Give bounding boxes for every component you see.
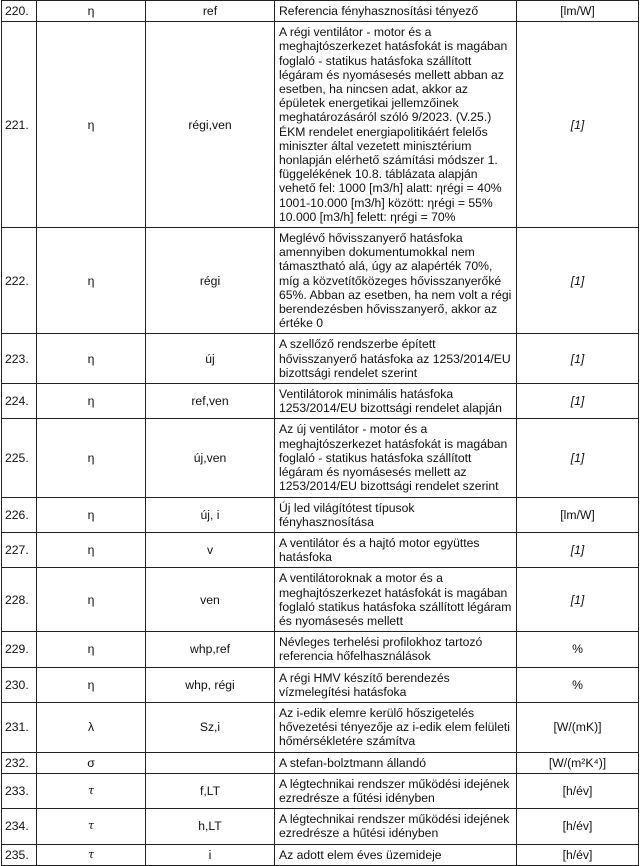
subscript: ven	[145, 567, 275, 633]
symbol: τ	[36, 843, 146, 866]
row-number: 235.	[1, 843, 37, 866]
description: A stefan-bolztmann állandó	[274, 751, 517, 774]
row-number: 225.	[1, 418, 37, 498]
row-number: 229.	[1, 631, 37, 668]
description: Ventilátorok minimális hatásfoka 1253/20…	[274, 383, 517, 420]
symbol: η	[36, 333, 146, 385]
subscript: i	[145, 843, 275, 866]
symbol: σ	[36, 751, 146, 774]
row-number: 223.	[1, 333, 37, 385]
unit: [1]	[516, 383, 639, 420]
subscript: h,LT	[145, 808, 275, 845]
subscript: Sz,i	[145, 701, 275, 753]
unit: %	[516, 666, 639, 703]
subscript: v	[145, 531, 275, 569]
table-row: 223. η új A szellőző rendszerbe épített hőv…	[1, 333, 639, 385]
symbol: τ	[36, 808, 146, 845]
unit: [lm/W]	[516, 0, 639, 23]
description: Az új ventilátor - motor és a meghajtósz…	[274, 418, 517, 498]
unit: [1]	[516, 531, 639, 569]
description: Az adott elem éves üzemideje	[274, 843, 517, 866]
description: A szellőző rendszerbe épített hővisszany…	[274, 333, 517, 385]
subscript: régi,ven	[145, 21, 275, 229]
table-row: 225. η új,ven Az új ventilátor - motor és a…	[1, 418, 639, 498]
unit: [1]	[516, 333, 639, 385]
table-row: 224. η ref,ven Ventilátorok minimális hatás…	[1, 383, 639, 420]
table-row: 230. η whp, régi A régi HMV készítő berende…	[1, 666, 639, 703]
description: A ventilátor és a hajtó motor együttes h…	[274, 531, 517, 569]
unit: [h/év]	[516, 772, 639, 810]
subscript: új	[145, 333, 275, 385]
symbol: η	[36, 0, 146, 23]
description: A légtechnikai rendszer működési idejéne…	[274, 772, 517, 810]
table-row: 228. η ven A ventilátoroknak a motor és a m…	[1, 567, 639, 633]
symbol: λ	[36, 701, 146, 753]
row-number: 227.	[1, 531, 37, 569]
table-row: 234. τ h,LT A légtechnikai rendszer működés…	[1, 808, 639, 845]
unit: %	[516, 631, 639, 668]
unit: [W/(mK)]	[516, 701, 639, 753]
unit: [h/év]	[516, 843, 639, 866]
unit: [W/(m²K⁴)]	[516, 751, 639, 774]
description: Meglévő hővisszanyerő hatásfoka amennyib…	[274, 227, 517, 335]
description: Referencia fényhasznosítási tényező	[274, 0, 517, 23]
symbol: η	[36, 531, 146, 569]
unit: [1]	[516, 227, 639, 335]
subscript: új, i	[145, 496, 275, 533]
description: A légtechnikai rendszer működési idejéne…	[274, 808, 517, 845]
table-row: 233. τ f,LT A légtechnikai rendszer működés…	[1, 772, 639, 810]
subscript: régi	[145, 227, 275, 335]
table-row: 231. λ Sz,i Az i-edik elemre kerülő hőszige…	[1, 701, 639, 753]
symbol: η	[36, 418, 146, 498]
table-row: 222. η régi Meglévő hővisszanyerő hatásfoka…	[1, 227, 639, 335]
row-number: 222.	[1, 227, 37, 335]
symbol: τ	[36, 772, 146, 810]
subscript: f,LT	[145, 772, 275, 810]
description: Új led világítótest típusok fényhasznosí…	[274, 496, 517, 533]
table-row: 226. η új, i Új led világítótest típusok fé…	[1, 496, 639, 533]
unit: [1]	[516, 21, 639, 229]
unit: [1]	[516, 418, 639, 498]
symbol: η	[36, 567, 146, 633]
symbol: η	[36, 496, 146, 533]
row-number: 230.	[1, 666, 37, 703]
table-row: 220. η ref Referencia fényhasznosítási tény…	[1, 0, 639, 23]
description: A ventilátoroknak a motor és a meghajtós…	[274, 567, 517, 633]
row-number: 226.	[1, 496, 37, 533]
symbol: η	[36, 666, 146, 703]
table-row: 235. τ i Az adott elem éves üzemideje [h/év]	[1, 843, 639, 866]
table-row: 227. η v A ventilátor és a hajtó motor együ…	[1, 531, 639, 569]
description: A régi HMV készítő berendezés vízmelegít…	[274, 666, 517, 703]
symbol: η	[36, 631, 146, 668]
unit: [lm/W]	[516, 496, 639, 533]
description: Az i-edik elemre kerülő hőszigetelés hőv…	[274, 701, 517, 753]
subscript: whp, régi	[145, 666, 275, 703]
subscript: új,ven	[145, 418, 275, 498]
table-row: 232. σ A stefan-bolztmann állandó [W/(m²K⁴)…	[1, 751, 639, 774]
description: A régi ventilátor - motor és a meghajtós…	[274, 21, 517, 229]
unit: [h/év]	[516, 808, 639, 845]
subscript	[145, 751, 275, 774]
row-number: 220.	[1, 0, 37, 23]
subscript: ref,ven	[145, 383, 275, 420]
symbol: η	[36, 227, 146, 335]
row-number: 233.	[1, 772, 37, 810]
table-row: 221. η régi,ven A régi ventilátor - motor é…	[1, 21, 639, 229]
symbol: η	[36, 383, 146, 420]
row-number: 234.	[1, 808, 37, 845]
row-number: 224.	[1, 383, 37, 420]
description: Névleges terhelési profilokhoz tartozó r…	[274, 631, 517, 668]
subscript: whp,ref	[145, 631, 275, 668]
subscript: ref	[145, 0, 275, 23]
row-number: 231.	[1, 701, 37, 753]
table-row: 229. η whp,ref Névleges terhelési profilokh…	[1, 631, 639, 668]
row-number: 228.	[1, 567, 37, 633]
row-number: 221.	[1, 21, 37, 229]
unit: [1]	[516, 567, 639, 633]
symbol: η	[36, 21, 146, 229]
row-number: 232.	[1, 751, 37, 774]
